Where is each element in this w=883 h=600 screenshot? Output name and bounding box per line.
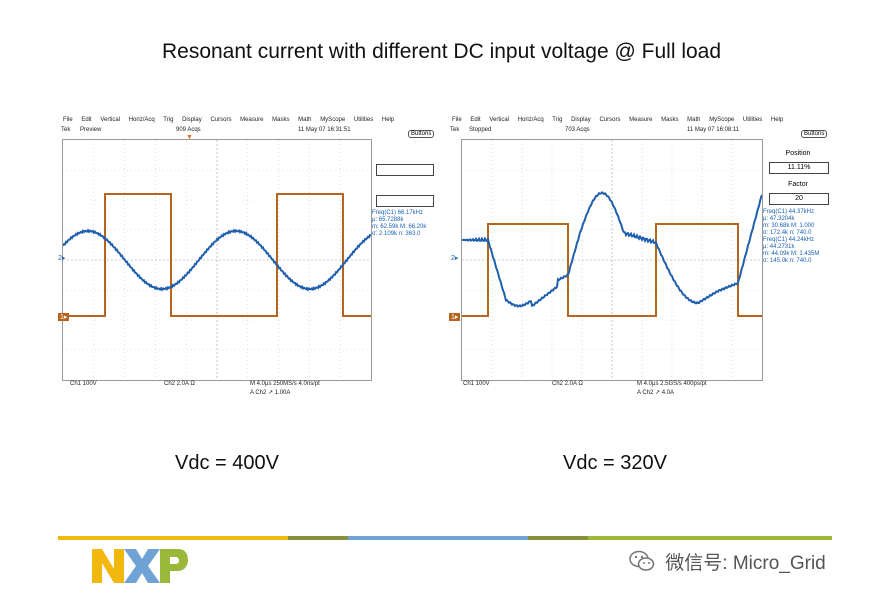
ch2-level-marker: 2▸: [58, 255, 66, 262]
measure-line: μ: 65.7288k: [372, 217, 404, 223]
wechat-id: 微信号: Micro_Grid: [665, 553, 826, 574]
acq-mode: Preview: [80, 127, 102, 133]
factor-value-box[interactable]: 20: [769, 193, 829, 205]
acq-mode: Stopped: [469, 127, 492, 133]
measure-line: m: 30.68k M: 1.000: [763, 223, 815, 229]
menu-item[interactable]: Math: [298, 117, 312, 123]
ch1-scale: Ch1 100V: [463, 381, 490, 387]
menu-item[interactable]: Cursors: [599, 117, 621, 123]
measurement-readout: Freq(C1) 44.37kHz μ: 47.3204k m: 30.68k …: [763, 209, 819, 265]
menu-item[interactable]: Trig: [552, 117, 563, 123]
menu-item[interactable]: MyScope: [320, 117, 346, 123]
slide-title: Resonant current with different DC input…: [161, 40, 722, 63]
menu-item[interactable]: Trig: [163, 117, 174, 123]
scope-menu-bar: File Edit Vertical Horiz/Acq Trig Displa…: [452, 117, 790, 127]
position-label: Position: [785, 150, 811, 157]
waveform-plot: [63, 140, 371, 380]
menu-item[interactable]: Help: [381, 117, 395, 123]
buttons-toggle[interactable]: Buttons: [408, 130, 435, 138]
caption-right: Vdc = 320V: [563, 452, 667, 474]
menu-item[interactable]: Display: [182, 117, 202, 123]
measure-line: m: 44.09k M: 1.435M: [763, 251, 820, 257]
scope-screen-left: File Edit Vertical Horiz/Acq Trig Displa…: [58, 117, 438, 396]
brand-label: Tek: [61, 127, 71, 133]
datetime: 11 May 07 16:08:11: [687, 127, 740, 133]
graticule-grid: [462, 140, 762, 380]
menu-item[interactable]: File: [452, 117, 462, 123]
nxp-logo: [90, 547, 190, 590]
ch2-scale: Ch2 2.0A Ω: [552, 381, 583, 387]
menu-item[interactable]: Masks: [661, 117, 679, 123]
ch2-scale: Ch2 2.0A Ω: [164, 381, 195, 387]
menu-item[interactable]: MyScope: [709, 117, 735, 123]
waveform-graticule: [461, 139, 763, 381]
acq-count: 909 Acqs: [176, 127, 201, 133]
menu-item[interactable]: Measure: [240, 117, 264, 123]
menu-item[interactable]: Cursors: [210, 117, 232, 123]
brand-label: Tek: [450, 127, 460, 133]
menu-item[interactable]: Math: [687, 117, 701, 123]
menu-item[interactable]: Vertical: [100, 117, 121, 123]
waveform-plot: [462, 140, 762, 380]
measure-line: σ: 145.0k n: 740.0: [763, 258, 812, 264]
wechat-watermark: 微信号: Micro_Grid: [628, 548, 826, 579]
position-value-box[interactable]: 11.11%: [769, 162, 829, 174]
measure-line: Freq(C1) 44.37kHz: [763, 209, 815, 215]
menu-item[interactable]: Horiz/Acq: [517, 117, 544, 123]
menu-item[interactable]: Vertical: [489, 117, 510, 123]
menu-item[interactable]: File: [63, 117, 73, 123]
menu-item[interactable]: Edit: [81, 117, 92, 123]
ch1-square-wave: [63, 193, 371, 317]
timebase-readout: M 4.0μs 250MS/s 4.0ns/pt: [250, 381, 320, 387]
measure-line: μ: 47.3204k: [763, 216, 795, 222]
waveform-graticule: [62, 139, 372, 381]
side-panel-box[interactable]: [376, 164, 434, 176]
scope-status-bar: Tek Preview 909 Acqs 11 May 07 16:31:51: [58, 127, 438, 137]
ch1-square-wave: [462, 223, 762, 317]
menu-item[interactable]: Utilities: [353, 117, 374, 123]
menu-item[interactable]: Horiz/Acq: [128, 117, 155, 123]
ch1-level-marker: 1▸: [449, 313, 461, 321]
menu-item[interactable]: Display: [571, 117, 591, 123]
measure-line: σ: 172.4k n: 740.0: [763, 230, 812, 236]
graticule-grid: [63, 140, 371, 380]
footer-color-bar: [58, 527, 832, 540]
measurement-readout: Freq(C1) 66.17kHz μ: 65.7288k m: 62.59k …: [372, 210, 426, 238]
ch1-level-marker: 1▸: [58, 313, 70, 321]
menu-item[interactable]: Masks: [272, 117, 290, 123]
menu-item[interactable]: Help: [770, 117, 784, 123]
acq-count: 703 Acqs: [565, 127, 590, 133]
wechat-icon: [628, 549, 656, 579]
factor-label: Factor: [788, 181, 808, 188]
scope-menu-bar: File Edit Vertical Horiz/Acq Trig Displa…: [63, 117, 401, 127]
menu-item[interactable]: Edit: [470, 117, 481, 123]
trigger-position-marker: ▼: [186, 134, 193, 141]
trigger-readout: A Ch2 ↗ 1.00A: [250, 390, 291, 396]
measure-line: σ: 2.109k n: 363.0: [372, 231, 421, 237]
ch1-scale: Ch1 100V: [70, 381, 97, 387]
side-panel-box[interactable]: [376, 195, 434, 207]
trigger-readout: A Ch2 ↗ 4.0A: [637, 390, 675, 396]
ch2-resonant-current: [63, 228, 371, 292]
measure-line: m: 62.59k M: 66.20k: [372, 224, 427, 230]
scope-screen-right: File Edit Vertical Horiz/Acq Trig Displa…: [447, 117, 832, 396]
datetime: 11 May 07 16:31:51: [298, 127, 351, 133]
caption-left: Vdc = 400V: [175, 452, 279, 474]
menu-item[interactable]: Utilities: [742, 117, 763, 123]
measure-line: μ: 44.2731k: [763, 244, 795, 250]
buttons-toggle[interactable]: Buttons: [801, 130, 828, 138]
ch2-level-marker: 2▸: [451, 255, 459, 262]
measure-line: Freq(C1) 44.24kHz: [763, 237, 815, 243]
scope-status-bar: Tek Stopped 703 Acqs 11 May 07 16:08:11: [447, 127, 832, 137]
timebase-readout: M 4.0μs 2.5GS/s 400ps/pt: [637, 381, 707, 387]
menu-item[interactable]: Measure: [629, 117, 653, 123]
ch2-resonant-current: [462, 191, 762, 308]
measure-line: Freq(C1) 66.17kHz: [372, 210, 424, 216]
